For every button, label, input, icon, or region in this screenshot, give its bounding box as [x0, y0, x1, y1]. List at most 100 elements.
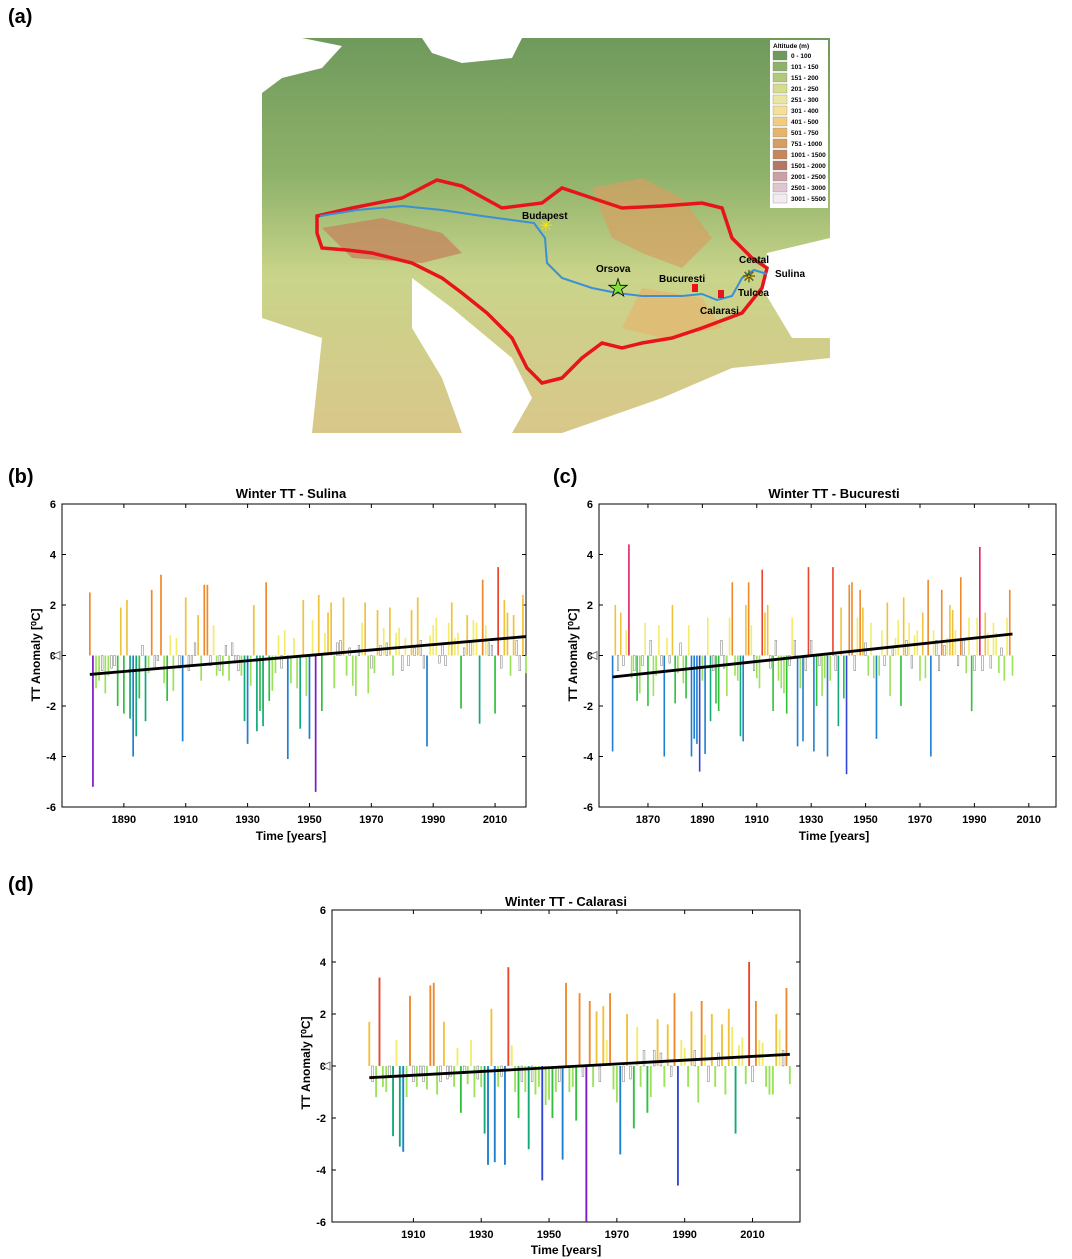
- anomaly-bar: [612, 1066, 615, 1090]
- anomaly-bar: [517, 1066, 520, 1118]
- anomaly-bar: [633, 655, 636, 671]
- orsova-star-icon: ★: [607, 275, 629, 302]
- anomaly-bar: [459, 1066, 462, 1113]
- anomaly-bar: [698, 655, 701, 772]
- anomaly-bar: [979, 546, 981, 656]
- anomaly-bar: [494, 655, 496, 714]
- anomaly-bar: [751, 1065, 754, 1082]
- anomaly-bar: [619, 612, 622, 656]
- anomaly-bar: [522, 594, 524, 656]
- anomaly-bar: [748, 962, 751, 1066]
- anomaly-bar: [113, 655, 116, 666]
- anomaly-bar: [647, 655, 649, 706]
- anomaly-bar: [252, 605, 255, 656]
- anomaly-bar: [891, 647, 894, 656]
- anomaly-bar: [968, 617, 970, 656]
- anomaly-bar: [355, 655, 357, 696]
- anomaly-bar: [544, 1066, 547, 1105]
- anomaly-bar: [237, 655, 240, 671]
- anomaly-bar: [788, 1066, 791, 1085]
- x-axis-title: Time [years]: [256, 829, 326, 843]
- anomaly-bar: [989, 655, 992, 669]
- anomaly-bar: [478, 655, 481, 724]
- x-tick-label: 1950: [537, 1229, 561, 1241]
- trend-line: [612, 632, 1013, 679]
- anomaly-bar: [187, 655, 190, 671]
- anomaly-bar: [524, 1066, 527, 1092]
- anomaly-bar: [821, 655, 823, 696]
- x-tick-label: 1890: [690, 814, 714, 826]
- anomaly-bar: [426, 1066, 428, 1090]
- y-tick-label: -4: [583, 752, 594, 764]
- anomaly-bar: [639, 1066, 642, 1087]
- y-tick-label: -6: [316, 1217, 326, 1229]
- x-tick-label: 1970: [908, 814, 932, 826]
- anomaly-bar: [320, 655, 323, 712]
- chart-winter-tt-bucuresti: Winter TT - Bucuresti Time [years] TT An…: [566, 486, 1057, 843]
- anomaly-bar: [900, 655, 902, 706]
- anomaly-bar: [389, 607, 391, 656]
- anomaly-bar: [659, 1052, 663, 1067]
- balkan-mountains: [622, 288, 722, 338]
- x-axis-title: Time [years]: [799, 829, 869, 843]
- y-tick-label: 0: [587, 651, 593, 663]
- anomaly-bar: [924, 655, 927, 679]
- y-tick-label: 0: [50, 651, 56, 663]
- anomaly-bar: [575, 1066, 578, 1121]
- x-tick-label: 1910: [173, 814, 197, 826]
- anomaly-bar: [605, 1040, 608, 1066]
- anomaly-bar: [646, 1066, 649, 1113]
- x-tick-label: 1970: [605, 1229, 629, 1241]
- anomaly-bar: [527, 1066, 530, 1150]
- anomaly-bar: [832, 567, 834, 656]
- anomaly-bar: [709, 655, 712, 722]
- anomaly-bar: [265, 582, 268, 656]
- anomaly-bar: [813, 655, 815, 752]
- anomaly-bar: [649, 640, 652, 656]
- x-tick-label: 1930: [469, 1229, 493, 1241]
- anomaly-bar: [138, 655, 141, 699]
- anomaly-bar: [153, 655, 156, 669]
- anomaly-bar: [897, 620, 900, 656]
- zero-marker-icon: [588, 650, 598, 661]
- anomaly-bar: [88, 592, 91, 656]
- anomaly-bar: [588, 1001, 591, 1066]
- anomaly-bar: [728, 617, 731, 656]
- anomaly-bar: [330, 602, 332, 656]
- anomaly-bar: [720, 640, 723, 656]
- anomaly-bar: [228, 655, 230, 681]
- anomaly-bar: [995, 632, 997, 656]
- anomaly-bar: [910, 655, 913, 669]
- anomaly-bar: [793, 640, 796, 656]
- anomaly-bar: [777, 655, 780, 681]
- anomaly-bar: [178, 655, 181, 669]
- anomaly-bar: [224, 645, 227, 656]
- y-tick-label: -2: [46, 701, 56, 713]
- anomaly-bar: [456, 1047, 459, 1066]
- anomaly-bar: [438, 655, 441, 664]
- anomaly-bar: [954, 630, 957, 656]
- anomaly-bar: [435, 617, 438, 656]
- anomaly-bar: [209, 655, 212, 666]
- anomaly-bar: [649, 1066, 652, 1098]
- calarasi-marker-icon: [718, 290, 724, 298]
- anomaly-bar: [783, 655, 785, 694]
- anomaly-bar: [671, 605, 674, 656]
- anomaly-bar: [293, 637, 295, 656]
- anomaly-bar: [116, 655, 119, 706]
- anomaly-bar: [723, 655, 726, 669]
- anomaly-bar: [503, 599, 506, 656]
- legend-entry: 501 - 750: [791, 130, 819, 137]
- anomaly-bar: [598, 1065, 602, 1082]
- x-tick-label: 1910: [401, 1229, 425, 1241]
- anomaly-bar: [921, 612, 924, 656]
- anomaly-bar: [290, 655, 292, 684]
- anomaly-bar: [630, 655, 633, 679]
- legend-swatch: [772, 127, 788, 138]
- anomaly-bar: [886, 602, 889, 656]
- anomaly-bar: [537, 1066, 540, 1087]
- carpathians: [592, 178, 712, 268]
- x-tick-label: 1990: [421, 814, 445, 826]
- anomaly-bar: [422, 655, 425, 669]
- anomaly-bar: [780, 655, 783, 689]
